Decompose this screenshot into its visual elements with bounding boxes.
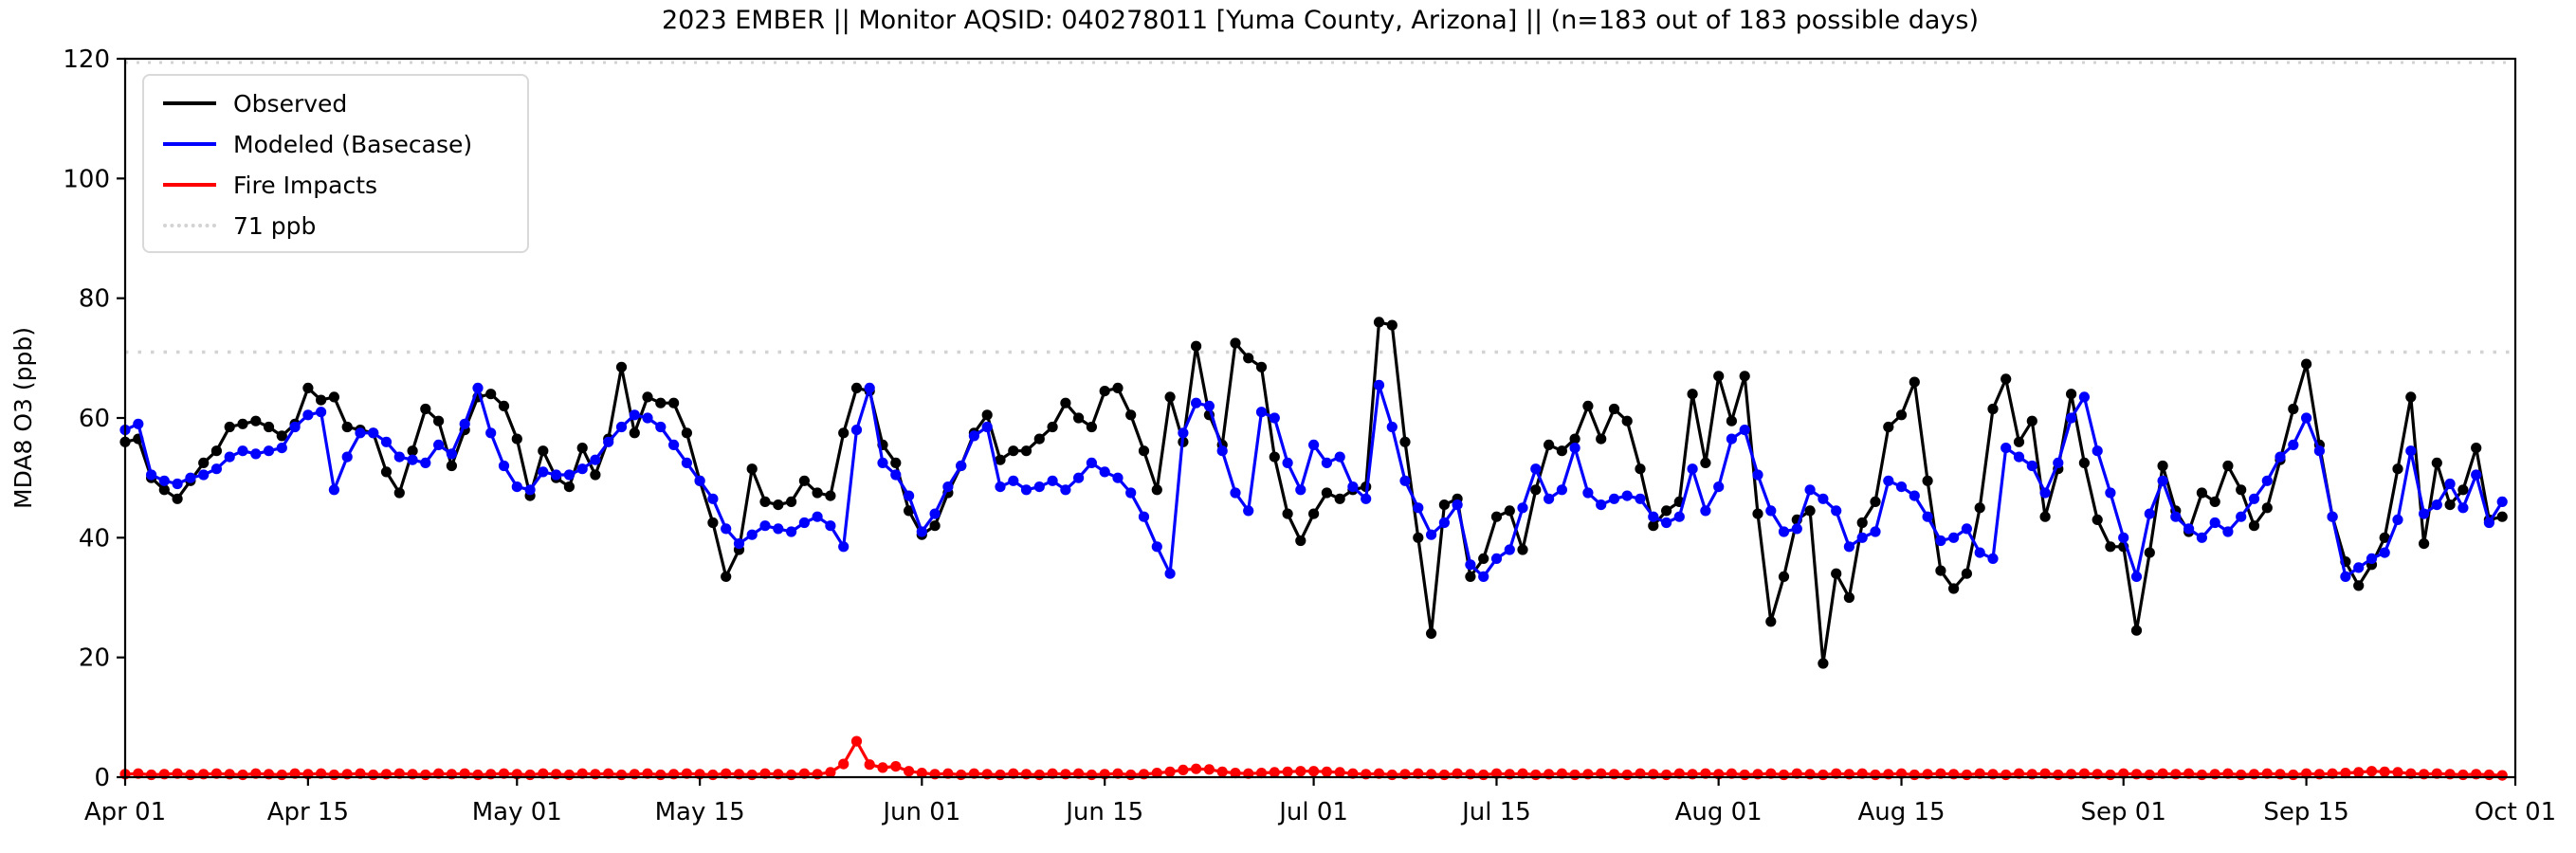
legend: Observed Modeled (Basecase) Fire Impacts… <box>142 74 529 253</box>
legend-label: 71 ppb <box>233 211 317 240</box>
svg-text:Sep 01: Sep 01 <box>2081 798 2166 826</box>
svg-text:Aug 01: Aug 01 <box>1675 798 1763 826</box>
svg-text:May 15: May 15 <box>655 798 745 826</box>
svg-text:May 01: May 01 <box>472 798 562 826</box>
svg-text:Apr 15: Apr 15 <box>267 798 349 826</box>
observed-line-swatch <box>163 101 216 105</box>
svg-text:Jul 01: Jul 01 <box>1277 798 1348 826</box>
svg-text:Jul 15: Jul 15 <box>1460 798 1531 826</box>
svg-text:Apr 01: Apr 01 <box>84 798 166 826</box>
svg-text:Sep 15: Sep 15 <box>2263 798 2348 826</box>
svg-text:Aug 15: Aug 15 <box>1857 798 1945 826</box>
svg-text:20: 20 <box>79 644 110 673</box>
svg-text:40: 40 <box>79 524 110 553</box>
legend-item-fire: Fire Impacts <box>163 171 508 199</box>
legend-label: Observed <box>233 89 348 118</box>
legend-item-observed: Observed <box>163 89 508 118</box>
fire-line-swatch <box>163 183 216 187</box>
svg-text:60: 60 <box>79 405 110 433</box>
svg-text:Jun 15: Jun 15 <box>1064 798 1143 826</box>
svg-text:Jun 01: Jun 01 <box>881 798 960 826</box>
svg-text:120: 120 <box>63 45 110 74</box>
svg-text:0: 0 <box>94 764 110 792</box>
legend-label: Modeled (Basecase) <box>233 130 473 158</box>
modeled-line-swatch <box>163 142 216 146</box>
svg-text:100: 100 <box>63 165 110 193</box>
svg-text:Oct 01: Oct 01 <box>2475 798 2556 826</box>
svg-text:80: 80 <box>79 285 110 314</box>
chart-title: 2023 EMBER || Monitor AQSID: 040278011 [… <box>662 6 1979 35</box>
legend-item-threshold: 71 ppb <box>163 211 508 240</box>
legend-item-modeled: Modeled (Basecase) <box>163 130 508 158</box>
legend-label: Fire Impacts <box>233 171 378 199</box>
threshold-line-swatch <box>163 224 216 227</box>
